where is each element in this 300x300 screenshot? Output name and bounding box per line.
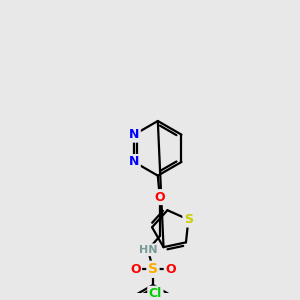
Text: O: O (165, 263, 176, 276)
Text: N: N (129, 128, 139, 141)
Text: HN: HN (139, 245, 157, 255)
Text: O: O (130, 263, 141, 276)
Text: S: S (184, 213, 193, 226)
Text: O: O (154, 190, 165, 204)
Text: S: S (148, 262, 158, 276)
Text: Cl: Cl (149, 287, 162, 300)
Text: N: N (129, 155, 139, 169)
